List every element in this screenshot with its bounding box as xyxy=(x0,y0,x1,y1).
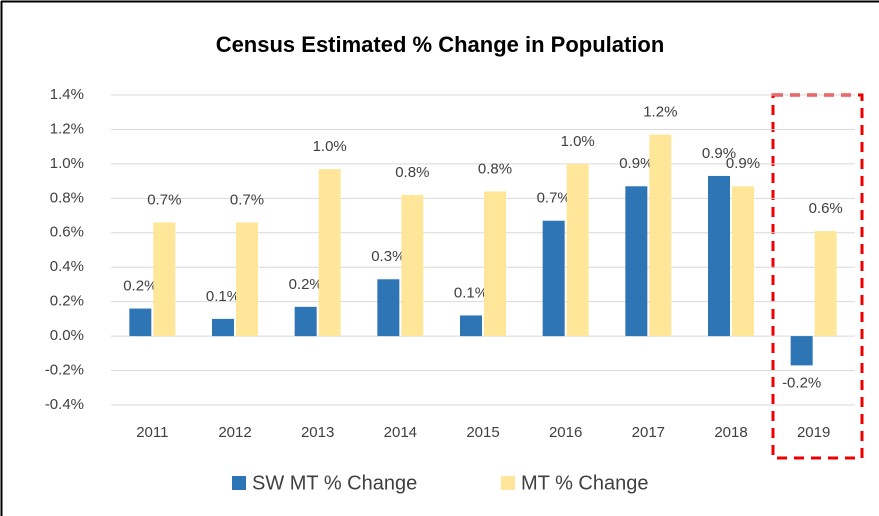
bar xyxy=(566,163,589,337)
y-tick-label: 0.4% xyxy=(50,258,84,275)
y-tick-label: -0.2% xyxy=(45,362,84,379)
y-tick-label: 1.0% xyxy=(50,155,84,172)
y-tick-label: 0.8% xyxy=(50,189,84,206)
value-label: 0.9% xyxy=(619,155,653,172)
bar xyxy=(377,279,400,337)
bar xyxy=(294,306,317,337)
x-tick-label: 2017 xyxy=(632,424,665,441)
value-label: 0.9% xyxy=(702,145,736,162)
bar xyxy=(318,169,341,337)
bar xyxy=(625,186,648,337)
value-label: 0.7% xyxy=(537,190,571,207)
value-label: 0.2% xyxy=(289,276,323,293)
legend-swatch xyxy=(501,476,515,490)
bar xyxy=(732,186,754,337)
value-label: 0.8% xyxy=(478,160,512,177)
bar xyxy=(542,220,565,337)
bar xyxy=(212,318,234,337)
y-tick-label: 0.0% xyxy=(50,327,84,344)
value-label: 0.1% xyxy=(206,288,240,305)
bar xyxy=(129,308,152,337)
bar xyxy=(153,222,176,337)
value-label: 1.0% xyxy=(561,133,595,150)
legend-label: SW MT % Change xyxy=(252,472,417,494)
x-tick-label: 2018 xyxy=(714,424,747,441)
value-label: 0.7% xyxy=(230,191,264,208)
bar xyxy=(708,175,730,337)
value-label: 1.0% xyxy=(313,138,347,155)
value-label: 0.6% xyxy=(809,200,843,217)
legend-label: MT % Change xyxy=(521,472,648,494)
bar xyxy=(484,191,506,337)
value-label: 0.9% xyxy=(726,155,760,172)
x-tick-label: 2013 xyxy=(301,424,334,441)
y-tick-label: 0.6% xyxy=(50,224,84,241)
value-label: -0.2% xyxy=(782,374,821,391)
x-tick-label: 2016 xyxy=(549,424,582,441)
value-label: 1.2% xyxy=(643,104,677,121)
x-tick-label: 2019 xyxy=(797,424,830,441)
x-tick-label: 2012 xyxy=(218,424,251,441)
bar xyxy=(460,315,482,337)
x-tick-label: 2015 xyxy=(466,424,499,441)
y-tick-label: 0.2% xyxy=(50,293,84,310)
value-label: 0.2% xyxy=(123,278,157,295)
bar xyxy=(236,222,258,337)
x-tick-label: 2014 xyxy=(384,424,417,441)
bar xyxy=(790,336,813,366)
bar xyxy=(814,231,837,337)
value-label: 0.8% xyxy=(395,164,429,181)
value-label: 0.7% xyxy=(147,191,181,208)
bar xyxy=(401,194,424,337)
value-label: 0.3% xyxy=(371,248,405,265)
x-tick-label: 2011 xyxy=(136,424,168,441)
y-tick-label: -0.4% xyxy=(45,396,84,413)
legend-swatch xyxy=(232,476,246,490)
y-tick-label: 1.2% xyxy=(50,120,84,137)
highlight-box xyxy=(771,93,864,460)
y-tick-label: 1.4% xyxy=(50,86,84,103)
bar xyxy=(649,134,672,337)
chart-title: Census Estimated % Change in Population xyxy=(216,32,665,57)
value-label: 0.1% xyxy=(454,284,488,301)
